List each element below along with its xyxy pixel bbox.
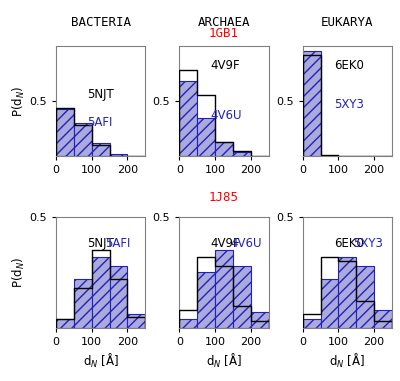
Text: 5NJT: 5NJT [87,88,114,101]
Bar [374,310,392,328]
Bar [215,142,233,156]
Bar [251,312,269,328]
Bar [356,266,374,328]
Bar [56,319,74,328]
Text: 1J85: 1J85 [209,191,239,204]
Text: 5AFI: 5AFI [87,117,113,130]
Text: 6EK0: 6EK0 [334,59,364,72]
Y-axis label: P(d$_N$): P(d$_N$) [10,85,26,117]
X-axis label: d$_N$ [Å]: d$_N$ [Å] [83,352,119,370]
Text: 1GB1: 1GB1 [209,27,239,40]
Text: 4V9F: 4V9F [210,59,240,72]
Bar [197,272,215,328]
Bar [110,154,128,156]
Title: BACTERIA: BACTERIA [71,16,131,29]
Y-axis label: P(d$_N$): P(d$_N$) [10,257,26,288]
X-axis label: d$_N$ [Å]: d$_N$ [Å] [206,352,242,370]
X-axis label: d$_N$ [Å]: d$_N$ [Å] [329,352,365,370]
Bar [215,250,233,328]
Text: 4V6U: 4V6U [210,109,242,122]
Title: ARCHAEA: ARCHAEA [198,16,250,29]
Bar [179,81,197,156]
Bar [92,143,110,156]
Bar [233,266,251,328]
Text: 4V9F: 4V9F [210,237,240,250]
Bar [303,319,320,328]
Bar [338,257,356,328]
Text: 5XY3: 5XY3 [354,237,384,250]
Text: 5XY3: 5XY3 [334,98,364,111]
Title: EUKARYA: EUKARYA [321,16,374,29]
Text: 5AFI: 5AFI [105,237,130,250]
Bar [320,279,338,328]
Text: 6EK0: 6EK0 [334,237,364,250]
Text: 5NJT: 5NJT [87,237,114,250]
Bar [110,266,128,328]
Bar [74,123,92,156]
Bar [128,314,145,328]
Bar [233,152,251,156]
Bar [56,109,74,156]
Bar [303,51,320,156]
Bar [197,118,215,156]
Bar [74,279,92,328]
Text: 4V6U: 4V6U [230,237,262,250]
Bar [179,319,197,328]
Bar [92,257,110,328]
